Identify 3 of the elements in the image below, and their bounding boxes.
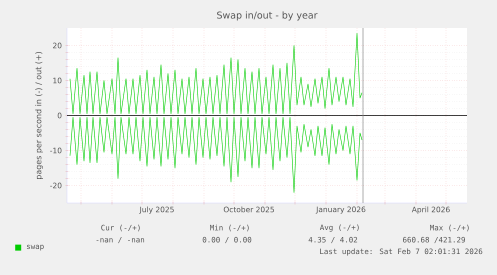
- line-series: [70, 32, 362, 114]
- chart-title: Swap in/out - by year: [217, 11, 318, 21]
- line-series: [70, 116, 362, 193]
